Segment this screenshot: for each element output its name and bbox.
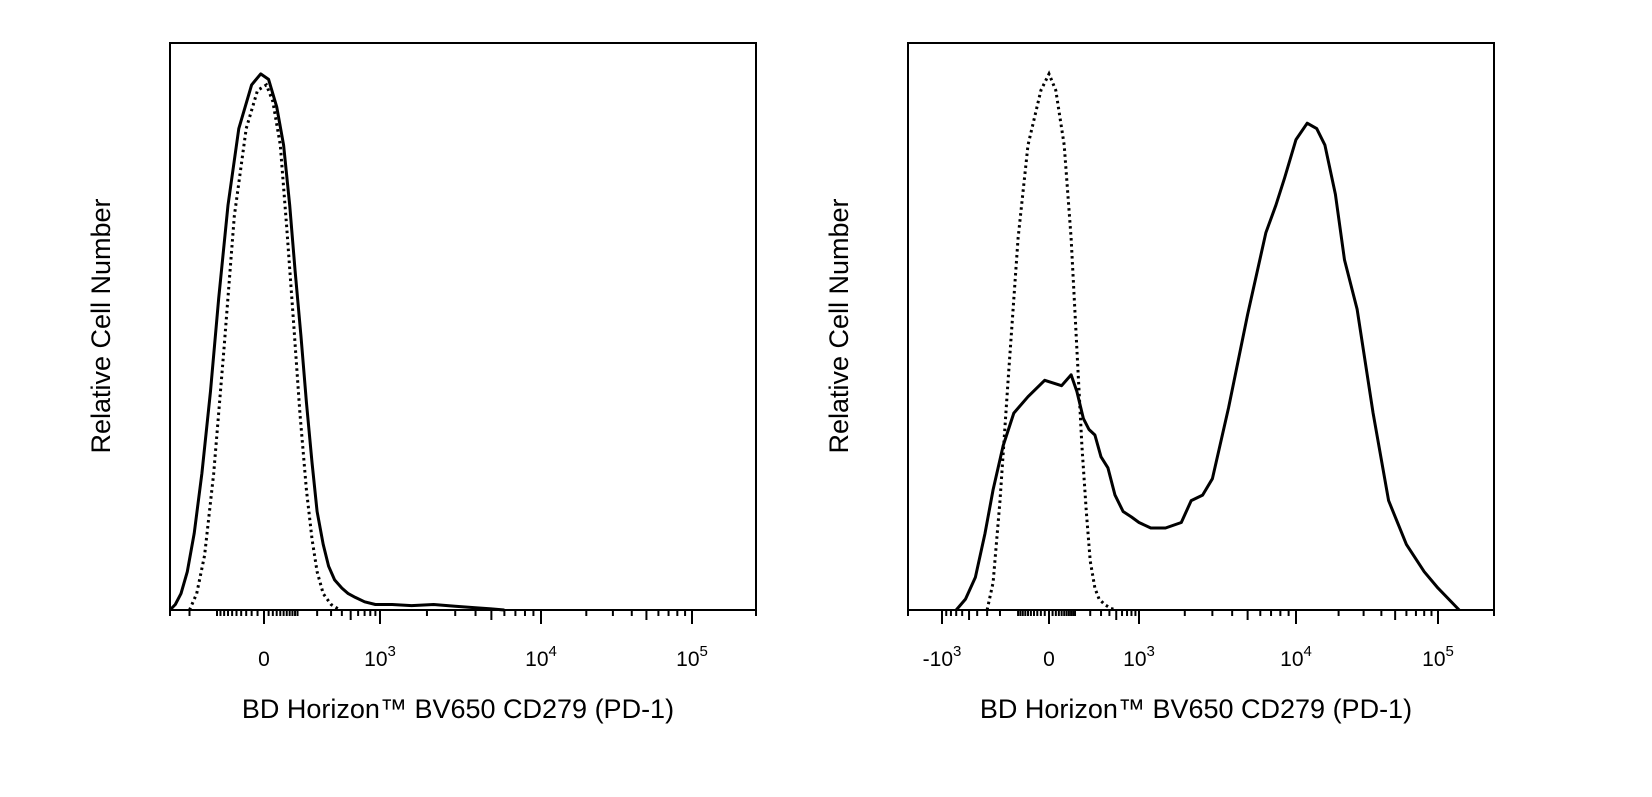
histogram-solid-series: [168, 72, 505, 612]
x-tick-label: 105: [676, 643, 708, 671]
x-tick-label: 103: [1123, 643, 1155, 671]
x-tick-label: 0: [258, 648, 270, 671]
histogram-solid-series: [955, 121, 1461, 612]
histogram-curves: [168, 72, 505, 612]
x-axis-ticks: [907, 610, 1495, 624]
histogram-curves: [955, 70, 1461, 612]
x-tick-label: -103: [923, 643, 962, 671]
x-tick-label: 0: [1043, 648, 1055, 671]
histogram-panel-right: -103 0 103 104 105 Relative Cell Number BD H…: [824, 42, 1495, 724]
x-axis-label: BD Horizon™ BV650 CD279 (PD-1): [980, 694, 1412, 724]
x-tick-label: 104: [1280, 643, 1312, 671]
histogram-dotted-series: [985, 70, 1117, 612]
x-tick-label: 105: [1422, 643, 1454, 671]
histogram-panel-left: 0 103 104 105 Relative Cell Number BD Horiz…: [86, 42, 757, 724]
y-axis-label: Relative Cell Number: [824, 198, 854, 453]
histogram-dotted-series: [188, 82, 341, 612]
plot-frame: [907, 42, 1495, 611]
x-axis-label: BD Horizon™ BV650 CD279 (PD-1): [242, 694, 674, 724]
x-axis-tick-labels: -103 0 103 104 105: [923, 643, 1454, 671]
y-axis-label: Relative Cell Number: [86, 198, 116, 453]
x-axis-tick-labels: 0 103 104 105: [258, 643, 708, 671]
plot-frame: [169, 42, 757, 611]
x-tick-label: 103: [364, 643, 396, 671]
x-tick-label: 104: [525, 643, 557, 671]
x-axis-ticks: [169, 610, 757, 624]
